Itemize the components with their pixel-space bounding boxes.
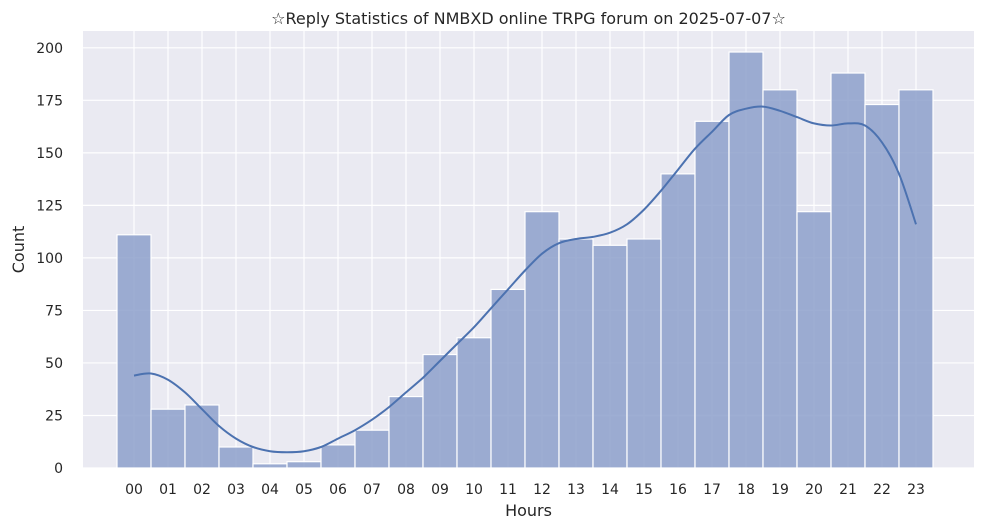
bar-hour-23 <box>898 89 934 469</box>
y-tick-label: 0 <box>54 461 63 477</box>
x-tick-label: 14 <box>601 482 619 498</box>
y-tick-label: 175 <box>36 93 63 109</box>
bar-hour-04 <box>252 463 288 469</box>
bar-hour-12 <box>524 211 560 469</box>
x-tick-label: 06 <box>329 482 347 498</box>
x-tick-label: 05 <box>295 482 313 498</box>
bar-hour-13 <box>558 238 594 469</box>
x-tick-label: 12 <box>533 482 551 498</box>
kde-curve <box>133 105 917 454</box>
x-tick-label: 15 <box>635 482 653 498</box>
x-tick-label: 20 <box>805 482 823 498</box>
bar-hour-20 <box>796 211 832 469</box>
bar-hour-16 <box>660 173 696 469</box>
bar-hour-21 <box>830 72 866 469</box>
y-tick-label: 25 <box>45 408 63 424</box>
x-tick-label: 00 <box>125 482 143 498</box>
bar-hour-10 <box>456 337 492 469</box>
x-axis-title: Hours <box>505 501 552 520</box>
bar-hour-06 <box>320 444 356 469</box>
bar-hour-18 <box>728 51 764 469</box>
x-tick-label: 18 <box>737 482 755 498</box>
y-tick-label: 75 <box>45 303 63 319</box>
bars <box>116 51 934 469</box>
x-tick-label: 04 <box>261 482 279 498</box>
bar-hour-00 <box>116 234 152 469</box>
y-tick-label: 50 <box>45 356 63 372</box>
x-tick-label: 21 <box>839 482 857 498</box>
y-tick-label: 125 <box>36 198 63 214</box>
x-tick-label: 08 <box>397 482 415 498</box>
x-tick-label: 01 <box>159 482 177 498</box>
y-tick-label: 200 <box>36 41 63 57</box>
bar-hour-11 <box>490 288 526 469</box>
x-axis-ticks: 00 01 02 03 04 05 06 07 08 09 10 11 12 13 14 15 16 17 18 19… <box>125 482 925 498</box>
bar-hour-05 <box>286 461 322 469</box>
bar-hour-22 <box>864 103 900 469</box>
bar-hour-17 <box>694 120 730 469</box>
x-tick-label: 11 <box>499 482 517 498</box>
bar-hour-03 <box>218 446 254 469</box>
x-tick-label: 17 <box>703 482 721 498</box>
bar-hour-15 <box>626 238 662 469</box>
x-tick-label: 02 <box>193 482 211 498</box>
y-tick-label: 100 <box>36 251 63 267</box>
x-tick-label: 10 <box>465 482 483 498</box>
x-tick-label: 03 <box>227 482 245 498</box>
x-tick-label: 07 <box>363 482 381 498</box>
x-tick-label: 09 <box>431 482 449 498</box>
bar-hour-01 <box>150 408 186 469</box>
bar-hour-14 <box>592 244 628 469</box>
x-tick-label: 23 <box>907 482 925 498</box>
chart-title: ☆Reply Statistics of NMBXD online TRPG f… <box>271 9 786 28</box>
bar-hour-07 <box>354 429 390 469</box>
y-tick-label: 150 <box>36 146 63 162</box>
y-axis-title: Count <box>9 226 28 274</box>
x-tick-label: 13 <box>567 482 585 498</box>
x-tick-label: 16 <box>669 482 687 498</box>
x-tick-label: 19 <box>771 482 789 498</box>
y-axis-ticks: 0 25 50 75 100 125 150 175 200 <box>36 41 63 477</box>
bar-hour-08 <box>388 395 424 469</box>
bar-hour-19 <box>762 89 798 469</box>
bar-hour-02 <box>184 404 220 469</box>
x-tick-label: 22 <box>873 482 891 498</box>
